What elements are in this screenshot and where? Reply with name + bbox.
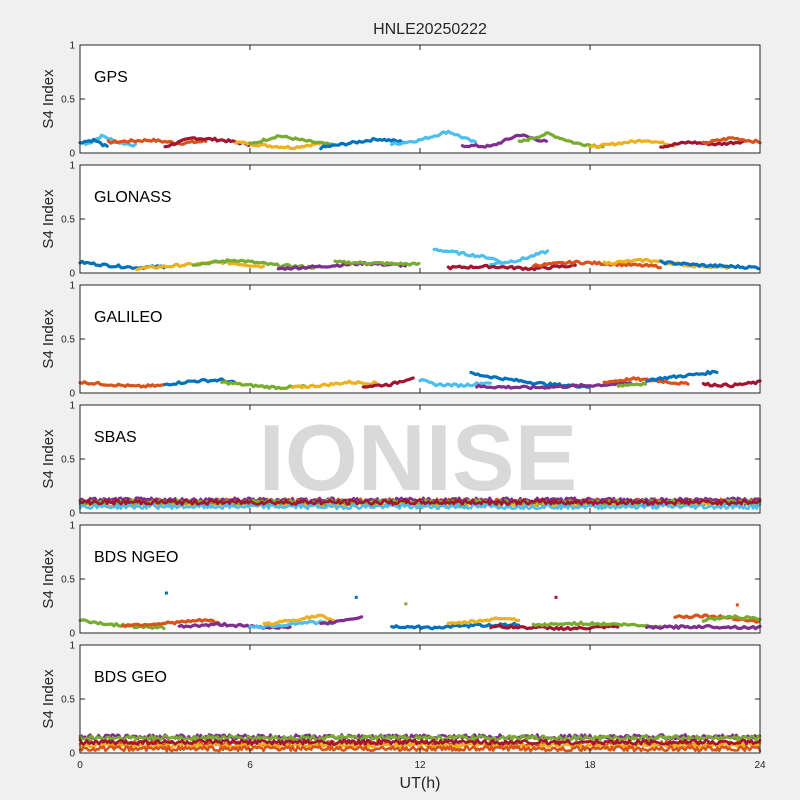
data-track <box>78 498 762 506</box>
data-point <box>354 595 358 599</box>
y-tick-label: 1 <box>69 641 75 652</box>
y-axis-label: S4 Index <box>40 429 57 489</box>
data-point <box>554 595 558 599</box>
data-track <box>645 624 762 631</box>
y-tick-label: 0 <box>69 629 75 640</box>
data-track <box>390 129 478 147</box>
data-track <box>333 259 421 267</box>
y-axis-label: S4 Index <box>40 189 57 249</box>
data-track <box>78 734 762 742</box>
panel-galileo: 0 0.5 1 S4 Index GALILEO <box>40 281 762 400</box>
y-axis-label: S4 Index <box>40 669 57 729</box>
system-name: GALILEO <box>94 309 162 326</box>
y-tick-label: 0.5 <box>61 95 75 106</box>
data-track <box>290 379 378 390</box>
data-track <box>517 131 605 149</box>
y-tick-label: 0.5 <box>61 335 75 346</box>
plot-area <box>80 525 760 633</box>
data-track <box>319 615 364 626</box>
chart-title: HNLE20250222 <box>373 21 487 38</box>
plot-area <box>80 45 760 153</box>
data-track <box>262 613 336 626</box>
data-track <box>602 376 690 386</box>
data-track <box>78 380 166 389</box>
data-track <box>701 379 762 389</box>
data-track <box>163 136 251 149</box>
panels-group: 0 0.5 1 S4 Index GPS 0 0.5 1 S4 Index GLONASS 0 0.5… <box>40 41 766 772</box>
data-track <box>701 614 762 623</box>
x-tick-label: 0 <box>77 760 83 771</box>
data-track <box>701 136 762 146</box>
y-axis-label: S4 Index <box>40 69 57 129</box>
data-track <box>78 741 762 750</box>
panel-bds-ngeo: 0 0.5 1 S4 Index BDS NGEO <box>40 521 762 640</box>
data-track <box>106 137 208 146</box>
panel-sbas: 0 0.5 1 S4 Index SBAS <box>40 401 762 520</box>
data-track <box>432 247 506 265</box>
data-track <box>191 258 322 270</box>
x-tick-label: 12 <box>414 760 426 771</box>
data-track <box>120 617 222 628</box>
data-track <box>659 259 760 271</box>
y-tick-label: 0 <box>69 749 75 760</box>
data-track <box>588 138 676 150</box>
data-track <box>248 134 336 147</box>
panel-glonass: 0 0.5 1 S4 Index GLONASS <box>40 161 761 280</box>
y-tick-label: 1 <box>69 281 75 292</box>
y-tick-label: 0 <box>69 269 75 280</box>
y-tick-label: 1 <box>69 401 75 412</box>
system-name: BDS GEO <box>94 669 167 686</box>
system-name: BDS NGEO <box>94 549 178 566</box>
system-name: GPS <box>94 69 128 86</box>
y-axis-label: S4 Index <box>40 309 57 369</box>
y-tick-label: 1 <box>69 41 75 52</box>
watermark-text: IONISE <box>259 405 578 510</box>
y-tick-label: 1 <box>69 161 75 172</box>
data-point <box>735 603 739 607</box>
x-axis-label: UT(h) <box>400 775 441 792</box>
data-track <box>319 136 407 151</box>
data-track <box>475 381 633 390</box>
plot-area <box>80 165 760 273</box>
y-tick-label: 0.5 <box>61 215 75 226</box>
y-tick-label: 0 <box>69 509 75 520</box>
data-track <box>446 616 521 626</box>
data-track <box>531 620 662 630</box>
panel-gps: 0 0.5 1 S4 Index GPS <box>40 41 762 160</box>
system-name: SBAS <box>94 429 137 446</box>
y-tick-label: 0.5 <box>61 575 75 586</box>
data-track <box>489 249 550 267</box>
x-tick-label: 24 <box>754 760 766 771</box>
data-track <box>446 263 577 272</box>
y-axis-label: S4 Index <box>40 549 57 609</box>
x-tick-label: 18 <box>584 760 596 771</box>
data-track <box>645 369 719 383</box>
data-track <box>248 619 336 630</box>
x-tick-label: 6 <box>247 760 253 771</box>
data-track <box>163 377 237 387</box>
y-tick-label: 0 <box>69 389 75 400</box>
y-tick-label: 0.5 <box>61 695 75 706</box>
data-track <box>361 376 415 389</box>
data-track <box>531 259 662 270</box>
data-track <box>78 738 762 746</box>
y-tick-label: 0 <box>69 149 75 160</box>
data-track <box>78 137 109 148</box>
data-track <box>489 623 620 632</box>
plot-area <box>80 285 760 393</box>
panel-bds-geo: 0 0.5 1 0 6 12 18 24 S4 Index BDS GEO <box>40 641 766 772</box>
system-name: GLONASS <box>94 189 171 206</box>
data-point <box>404 602 408 606</box>
data-track <box>616 381 648 388</box>
data-point <box>164 591 168 595</box>
y-tick-label: 0.5 <box>61 455 75 466</box>
y-tick-label: 1 <box>69 521 75 532</box>
plot-area <box>80 405 760 513</box>
